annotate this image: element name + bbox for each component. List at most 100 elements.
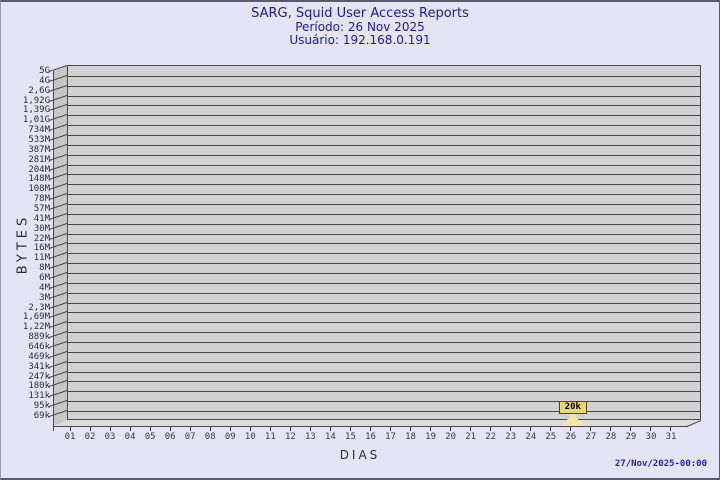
gridline (68, 410, 700, 412)
y-tick-label: 78M (33, 194, 50, 205)
gridline (68, 184, 700, 186)
gridline (68, 85, 700, 87)
x-tick (269, 427, 271, 431)
x-tick (530, 427, 532, 431)
y-tick-label: 2,6G (28, 85, 50, 96)
gridline (68, 272, 700, 274)
y-tick-label: 16M (33, 243, 50, 254)
gridline (68, 351, 700, 353)
y-tick-label: 2,3M (28, 302, 50, 313)
x-tick (490, 427, 492, 431)
y-tick-label: 204M (28, 164, 50, 175)
y-tick-label: 57M (33, 203, 50, 214)
gridline (68, 213, 700, 215)
gridline (68, 371, 700, 373)
x-tick-label: 09 (224, 432, 236, 442)
chart-plot-area (67, 65, 701, 420)
x-tick-label: 16 (365, 432, 376, 442)
y-tick-label: 8M (39, 263, 50, 274)
y-tick-label: 734M (28, 125, 50, 136)
y-tick-label: 22M (33, 233, 50, 244)
x-tick-label: 14 (325, 432, 336, 442)
x-tick-label: 11 (264, 432, 276, 442)
gridline (68, 361, 700, 363)
y-tick-label: 41M (33, 213, 50, 224)
gridline (68, 401, 700, 403)
report-user: Usuário: 192.168.0.191 (289, 33, 431, 47)
x-tick-label: 10 (244, 432, 256, 442)
gridline (68, 194, 700, 196)
x-tick (650, 427, 652, 431)
y-tick-label: 108M (28, 184, 50, 195)
x-tick (410, 427, 412, 431)
x-tick (209, 427, 211, 431)
x-tick-label: 28 (605, 432, 617, 442)
x-tick-label: 06 (164, 432, 176, 442)
x-tick (89, 427, 91, 431)
gridline (68, 322, 700, 324)
gridline (68, 253, 700, 255)
x-tick (249, 427, 251, 431)
y-tick-label: 11M (33, 253, 50, 264)
x-tick-label: 23 (505, 432, 517, 442)
gridline (68, 332, 700, 334)
y-tick-label: 148M (28, 174, 50, 185)
chart-3d-floor (53, 420, 702, 427)
gridline (68, 312, 700, 314)
x-tick-label: 08 (204, 432, 216, 442)
x-tick-label: 20 (445, 432, 457, 442)
gridline (68, 223, 700, 225)
gridline (68, 233, 700, 235)
y-tick-label: 180k (28, 381, 50, 392)
x-tick (309, 427, 311, 431)
x-tick-label: 21 (465, 432, 477, 442)
x-tick (189, 427, 191, 431)
x-tick-label: 29 (625, 432, 637, 442)
y-tick-label: 3M (39, 292, 50, 303)
y-tick-label: 5G (39, 66, 50, 76)
x-tick-label: 30 (645, 432, 657, 442)
x-tick-label: 07 (184, 432, 196, 442)
x-tick (369, 427, 371, 431)
y-tick-label: 30M (33, 223, 50, 234)
gridline (68, 95, 700, 97)
y-tick-label: 341k (28, 361, 50, 372)
y-tick-label: 1,22M (22, 322, 50, 333)
x-tick-label: 05 (144, 432, 156, 442)
gridline (68, 292, 700, 294)
gridline (68, 105, 700, 107)
gridline (68, 341, 700, 343)
gridline (68, 125, 700, 127)
x-tick (510, 427, 512, 431)
y-tick-label: 4G (39, 75, 50, 86)
gridline (68, 391, 700, 393)
y-tick-label: 247k (28, 371, 50, 382)
gridline (68, 282, 700, 284)
gridline (68, 154, 700, 156)
gridline (68, 263, 700, 265)
x-tick (430, 427, 432, 431)
y-tick-label: 533M (28, 134, 50, 145)
chart-front-left-edge (53, 71, 54, 431)
x-tick (289, 427, 291, 431)
y-tick-label: 889k (28, 332, 50, 343)
x-tick-label: 03 (104, 432, 116, 442)
gridline (68, 174, 700, 176)
x-tick (550, 427, 552, 431)
x-tick-label: 22 (485, 432, 497, 442)
y-tick-label: 1,39G (22, 105, 50, 116)
gridline (68, 134, 700, 136)
x-tick (570, 427, 572, 431)
y-tick-label: 469k (28, 351, 50, 362)
gridline (68, 75, 700, 77)
page-title: SARG, Squid User Access Reports (251, 6, 469, 21)
x-tick (590, 427, 592, 431)
gridline (68, 144, 700, 146)
x-tick (329, 427, 331, 431)
x-tick (670, 427, 672, 431)
x-tick-label: 24 (525, 432, 537, 442)
x-tick (229, 427, 231, 431)
y-tick-label: 95k (33, 401, 50, 412)
x-tick (450, 427, 452, 431)
